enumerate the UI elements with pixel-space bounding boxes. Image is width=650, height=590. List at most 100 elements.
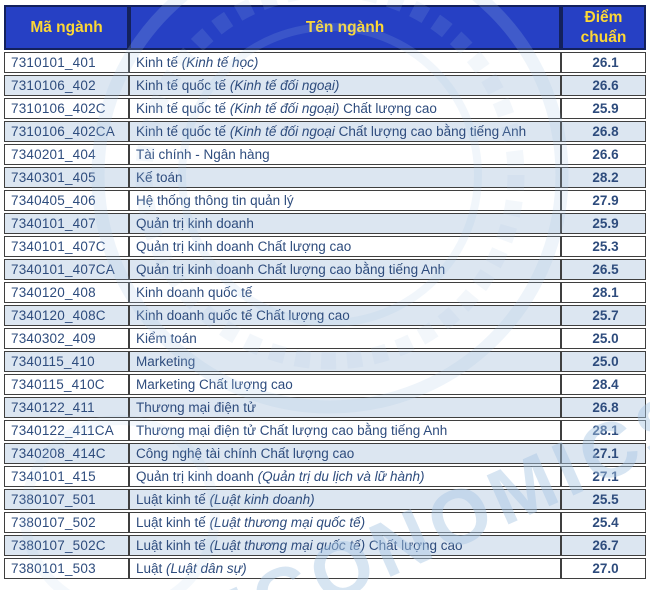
score-cell: 26.1 bbox=[561, 52, 646, 73]
major-name-cell: Luật kinh tế (Luật kinh doanh) bbox=[129, 489, 561, 510]
score-cell: 27.1 bbox=[561, 466, 646, 487]
major-code-cell: 7380101_503 bbox=[4, 558, 129, 579]
major-code-cell: 7380107_501 bbox=[4, 489, 129, 510]
major-name-cell: Luật kinh tế (Luật thương mại quốc tế) bbox=[129, 512, 561, 533]
header-row: Mã ngành Tên ngành Điểm chuẩn bbox=[4, 5, 646, 50]
table-row: 7380107_502C Luật kinh tế (Luật thương mạ… bbox=[4, 535, 646, 556]
major-code-cell: 7340120_408 bbox=[4, 282, 129, 303]
table-row: 7380107_501 Luật kinh tế (Luật kinh doanh… bbox=[4, 489, 646, 510]
major-name-cell: Luật kinh tế (Luật thương mại quốc tế) C… bbox=[129, 535, 561, 556]
major-code-cell: 7340120_408C bbox=[4, 305, 129, 326]
major-name-cell: Kinh tế quốc tế (Kinh tế đối ngoại Chất … bbox=[129, 121, 561, 142]
score-cell: 25.0 bbox=[561, 328, 646, 349]
major-code-cell: 7340101_415 bbox=[4, 466, 129, 487]
major-code-cell: 7310106_402C bbox=[4, 98, 129, 119]
major-code-cell: 7340208_414C bbox=[4, 443, 129, 464]
major-name-cell: Kinh doanh quốc tế Chất lượng cao bbox=[129, 305, 561, 326]
major-name-cell: Kiểm toán bbox=[129, 328, 561, 349]
table-row: 7340301_405 Kế toán 28.2 bbox=[4, 167, 646, 188]
score-cell: 25.3 bbox=[561, 236, 646, 257]
major-name-cell: Công nghệ tài chính Chất lượng cao bbox=[129, 443, 561, 464]
admission-score-table: Mã ngành Tên ngành Điểm chuẩn 7310101_40… bbox=[4, 3, 646, 581]
major-name-cell: Kinh tế (Kinh tế học) bbox=[129, 52, 561, 73]
table-row: 7310101_401 Kinh tế (Kinh tế học) 26.1 bbox=[4, 52, 646, 73]
major-name-cell: Marketing bbox=[129, 351, 561, 372]
score-cell: 28.1 bbox=[561, 420, 646, 441]
major-code-cell: 7340101_407CA bbox=[4, 259, 129, 280]
table-row: 7340101_407CA Quản trị kinh doanh Chất lư… bbox=[4, 259, 646, 280]
score-cell: 28.4 bbox=[561, 374, 646, 395]
admission-score-table-container: Mã ngành Tên ngành Điểm chuẩn 7310101_40… bbox=[4, 3, 646, 581]
major-name-cell: Marketing Chất lượng cao bbox=[129, 374, 561, 395]
table-row: 7310106_402CA Kinh tế quốc tế (Kinh tế đố… bbox=[4, 121, 646, 142]
major-name-cell: Luật (Luật dân sự) bbox=[129, 558, 561, 579]
table-body: 7310101_401 Kinh tế (Kinh tế học) 26.1 7310… bbox=[4, 52, 646, 579]
table-row: 7340101_407C Quản trị kinh doanh Chất lượ… bbox=[4, 236, 646, 257]
score-cell: 28.2 bbox=[561, 167, 646, 188]
major-name-cell: Kế toán bbox=[129, 167, 561, 188]
table-row: 7340101_415 Quản trị kinh doanh (Quản trị… bbox=[4, 466, 646, 487]
score-cell: 26.6 bbox=[561, 144, 646, 165]
major-code-cell: 7340301_405 bbox=[4, 167, 129, 188]
major-name-cell: Kinh tế quốc tế (Kinh tế đối ngoại) bbox=[129, 75, 561, 96]
major-code-cell: 7340101_407 bbox=[4, 213, 129, 234]
score-cell: 26.6 bbox=[561, 75, 646, 96]
header-major-code: Mã ngành bbox=[4, 5, 129, 50]
major-name-cell: Kinh tế quốc tế (Kinh tế đối ngoại) Chất… bbox=[129, 98, 561, 119]
table-row: 7340208_414C Công nghệ tài chính Chất lượ… bbox=[4, 443, 646, 464]
score-cell: 26.5 bbox=[561, 259, 646, 280]
major-name-cell: Quản trị kinh doanh Chất lượng cao bằng … bbox=[129, 259, 561, 280]
major-name-cell: Tài chính - Ngân hàng bbox=[129, 144, 561, 165]
table-row: 7340115_410 Marketing 25.0 bbox=[4, 351, 646, 372]
score-cell: 25.7 bbox=[561, 305, 646, 326]
table-row: 7310106_402C Kinh tế quốc tế (Kinh tế đối… bbox=[4, 98, 646, 119]
major-name-cell: Quản trị kinh doanh (Quản trị du lịch và… bbox=[129, 466, 561, 487]
major-code-cell: 7340101_407C bbox=[4, 236, 129, 257]
score-cell: 25.9 bbox=[561, 213, 646, 234]
major-code-cell: 7340201_404 bbox=[4, 144, 129, 165]
table-row: 7340101_407 Quản trị kinh doanh 25.9 bbox=[4, 213, 646, 234]
major-name-cell: Thương mại điện tử Chất lượng cao bằng t… bbox=[129, 420, 561, 441]
score-cell: 25.4 bbox=[561, 512, 646, 533]
major-code-cell: 7310106_402 bbox=[4, 75, 129, 96]
major-code-cell: 7340302_409 bbox=[4, 328, 129, 349]
major-name-cell: Kinh doanh quốc tế bbox=[129, 282, 561, 303]
header-major-name: Tên ngành bbox=[129, 5, 561, 50]
header-score-label: Điểm chuẩn bbox=[580, 9, 627, 46]
major-code-cell: 7340115_410C bbox=[4, 374, 129, 395]
score-cell: 27.1 bbox=[561, 443, 646, 464]
major-code-cell: 7380107_502C bbox=[4, 535, 129, 556]
table-row: 7340122_411CA Thương mại điện tử Chất lượ… bbox=[4, 420, 646, 441]
score-cell: 26.8 bbox=[561, 397, 646, 418]
table-row: 7380107_502 Luật kinh tế (Luật thương mại… bbox=[4, 512, 646, 533]
major-code-cell: 7340405_406 bbox=[4, 190, 129, 211]
major-name-cell: Quản trị kinh doanh Chất lượng cao bbox=[129, 236, 561, 257]
major-name-cell: Hệ thống thông tin quản lý bbox=[129, 190, 561, 211]
score-cell: 28.1 bbox=[561, 282, 646, 303]
header-score: Điểm chuẩn bbox=[561, 5, 646, 50]
major-code-cell: 7310101_401 bbox=[4, 52, 129, 73]
table-row: 7340405_406 Hệ thống thông tin quản lý 27.… bbox=[4, 190, 646, 211]
table-row: 7340115_410C Marketing Chất lượng cao 28.4 bbox=[4, 374, 646, 395]
major-code-cell: 7380107_502 bbox=[4, 512, 129, 533]
table-row: 7340120_408C Kinh doanh quốc tế Chất lượn… bbox=[4, 305, 646, 326]
score-cell: 26.8 bbox=[561, 121, 646, 142]
major-code-cell: 7340122_411CA bbox=[4, 420, 129, 441]
score-cell: 25.0 bbox=[561, 351, 646, 372]
major-code-cell: 7340115_410 bbox=[4, 351, 129, 372]
score-cell: 25.9 bbox=[561, 98, 646, 119]
table-row: 7340122_411 Thương mại điện tử 26.8 bbox=[4, 397, 646, 418]
score-cell: 27.9 bbox=[561, 190, 646, 211]
score-cell: 26.7 bbox=[561, 535, 646, 556]
table-row: 7340201_404 Tài chính - Ngân hàng 26.6 bbox=[4, 144, 646, 165]
major-name-cell: Quản trị kinh doanh bbox=[129, 213, 561, 234]
major-code-cell: 7310106_402CA bbox=[4, 121, 129, 142]
score-cell: 25.5 bbox=[561, 489, 646, 510]
table-row: 7340302_409 Kiểm toán 25.0 bbox=[4, 328, 646, 349]
score-cell: 27.0 bbox=[561, 558, 646, 579]
table-row: 7340120_408 Kinh doanh quốc tế 28.1 bbox=[4, 282, 646, 303]
table-header: Mã ngành Tên ngành Điểm chuẩn bbox=[4, 5, 646, 50]
table-row: 7380101_503 Luật (Luật dân sự) 27.0 bbox=[4, 558, 646, 579]
major-name-cell: Thương mại điện tử bbox=[129, 397, 561, 418]
table-row: 7310106_402 Kinh tế quốc tế (Kinh tế đối … bbox=[4, 75, 646, 96]
